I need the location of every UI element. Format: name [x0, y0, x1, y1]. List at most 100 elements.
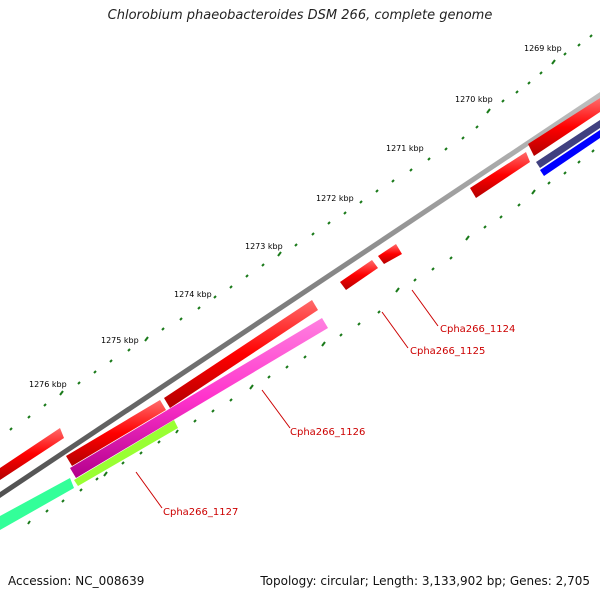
tick-mark	[61, 499, 65, 503]
tick-mark	[531, 189, 536, 195]
tick-mark	[431, 267, 435, 271]
cds-block[interactable]	[536, 120, 600, 168]
map-title: Chlorobium phaeobacteroides DSM 266, com…	[107, 8, 493, 23]
inner-tick-ring	[27, 149, 595, 525]
tick-mark	[357, 322, 361, 326]
tick-mark	[321, 341, 326, 347]
tick-mark	[261, 263, 265, 267]
tick-mark	[486, 108, 491, 114]
gene-label-cpha266-1126[interactable]: Cpha266_1126	[290, 427, 365, 438]
cds-block-cpha266-1125[interactable]	[340, 260, 378, 290]
tick-mark	[413, 278, 417, 282]
tick-mark	[501, 99, 505, 103]
tick-mark	[127, 348, 131, 352]
tick-mark	[59, 390, 64, 396]
tick-mark	[563, 52, 567, 56]
tick-mark	[77, 381, 81, 385]
tick-mark	[483, 225, 487, 229]
leader-line	[135, 471, 163, 509]
tick-mark	[359, 200, 363, 204]
tick-mark	[179, 317, 183, 321]
tick-mark	[527, 81, 531, 85]
cds-block[interactable]	[540, 130, 600, 176]
tick-mark	[591, 149, 595, 153]
tick-mark	[213, 295, 217, 299]
tick-mark	[157, 440, 161, 444]
leader-line	[411, 289, 439, 327]
tick-mark	[563, 171, 567, 175]
cds-block[interactable]	[0, 428, 64, 480]
tick-mark	[245, 274, 249, 278]
cds-block-cpha266-1124[interactable]	[378, 244, 402, 264]
tick-mark	[229, 285, 233, 289]
tick-mark	[277, 251, 282, 257]
tick-mark	[139, 451, 143, 455]
gene-label-leaders	[135, 289, 439, 509]
tick-mark	[103, 471, 108, 477]
tick-mark	[27, 415, 31, 419]
reverse-strand-blocks	[536, 120, 600, 176]
tick-mark	[43, 403, 47, 407]
cds-block[interactable]	[164, 300, 318, 408]
forward-strand-cds	[0, 98, 600, 480]
tick-mark	[27, 520, 31, 525]
feature-block[interactable]	[0, 478, 74, 530]
tick-mark	[427, 157, 431, 161]
leader-line	[381, 311, 409, 349]
tick-mark	[95, 477, 99, 481]
tick-mark	[547, 181, 551, 185]
tick-mark	[79, 488, 83, 492]
tick-mark	[211, 409, 215, 413]
tick-mark	[144, 336, 149, 342]
tick-label: 1275 kbp	[101, 336, 139, 345]
tick-mark	[9, 427, 13, 431]
tick-mark	[391, 179, 395, 183]
feature-block-cpha266-1127[interactable]	[74, 420, 178, 486]
tick-mark	[475, 125, 479, 129]
tick-mark	[343, 211, 347, 215]
cds-block[interactable]	[66, 400, 166, 466]
cds-block[interactable]	[528, 98, 600, 156]
tick-mark	[45, 509, 49, 513]
tick-mark	[303, 355, 307, 359]
genome-backbone	[0, 92, 600, 498]
gene-label-cpha266-1124[interactable]: Cpha266_1124	[440, 324, 515, 335]
tick-mark	[267, 375, 271, 379]
tick-mark	[577, 160, 581, 164]
tick-mark	[395, 287, 400, 293]
gene-label-cpha266-1125[interactable]: Cpha266_1125	[410, 346, 485, 357]
tick-mark	[175, 429, 179, 434]
feature-block-cpha266-1126[interactable]	[70, 318, 328, 478]
tick-mark	[327, 221, 331, 225]
tick-mark	[461, 136, 465, 140]
tick-mark	[193, 419, 197, 423]
cds-block[interactable]	[470, 152, 530, 198]
tick-mark	[229, 398, 233, 402]
tick-mark	[517, 203, 521, 207]
tick-label: 1273 kbp	[245, 242, 283, 251]
tick-mark	[551, 59, 556, 65]
tick-mark	[311, 232, 315, 236]
tick-mark	[499, 215, 503, 219]
tick-mark	[339, 333, 343, 337]
gene-labels: Cpha266_1124 Cpha266_1125 Cpha266_1126 C…	[163, 324, 515, 518]
tick-mark	[197, 306, 201, 310]
leader-line	[261, 389, 291, 429]
tick-label: 1270 kbp	[455, 95, 493, 104]
tick-label: 1271 kbp	[386, 144, 424, 153]
tick-mark	[109, 359, 113, 363]
tick-label: 1269 kbp	[524, 44, 562, 53]
topology-text: Topology: circular; Length: 3,133,902 bp…	[260, 574, 590, 588]
tick-mark	[121, 461, 125, 465]
tick-mark	[249, 384, 254, 390]
tick-mark	[285, 365, 289, 369]
tick-mark	[377, 310, 381, 314]
tick-mark	[577, 43, 581, 47]
tick-mark	[589, 34, 593, 38]
outer-tick-ring	[9, 34, 593, 431]
tick-mark	[375, 189, 379, 193]
tick-label: 1274 kbp	[174, 290, 212, 299]
gene-label-cpha266-1127[interactable]: Cpha266_1127	[163, 507, 238, 518]
tick-mark	[409, 168, 413, 172]
